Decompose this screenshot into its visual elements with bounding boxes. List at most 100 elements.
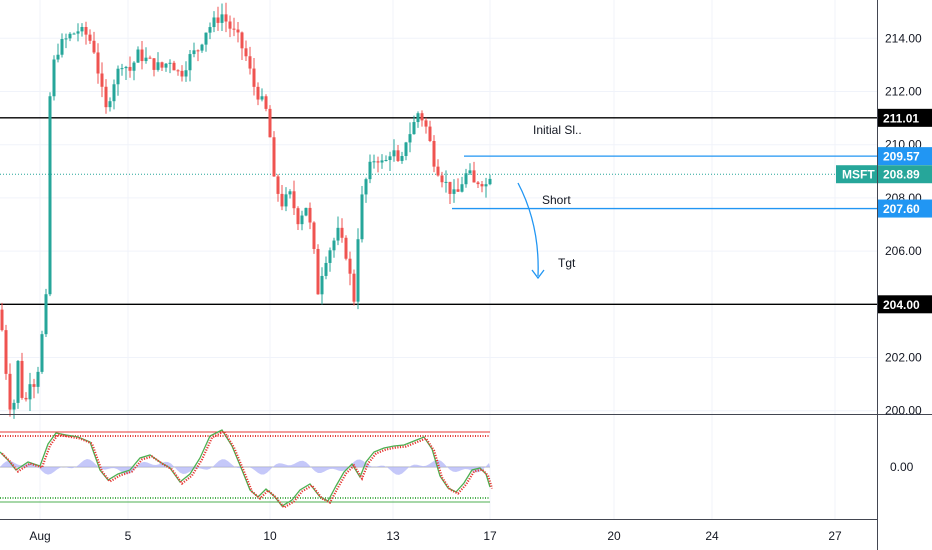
candle-body [328, 250, 332, 263]
candle-body [480, 184, 484, 187]
indicator-zero-label: 0.00 [890, 460, 914, 474]
badge-sl-bg [878, 147, 932, 166]
candle-body [24, 397, 28, 400]
candle-body [196, 50, 200, 52]
time-tick-label: 5 [125, 529, 132, 543]
candle-body [72, 33, 76, 35]
candle-body [236, 29, 240, 33]
candle-body [420, 113, 424, 121]
candle-body [200, 44, 204, 51]
short-label: Short [542, 193, 571, 207]
candle-body [424, 120, 428, 127]
candle-body [88, 34, 92, 41]
candle-body [372, 161, 376, 163]
candle-body [176, 70, 180, 72]
time-tick-label: Aug [29, 529, 50, 543]
candle-body [184, 70, 188, 77]
candle-body [104, 86, 108, 108]
candle-body [368, 161, 372, 180]
candle-body [36, 371, 40, 387]
candle-body [332, 240, 336, 251]
candle-body [100, 73, 104, 87]
candle-body [0, 309, 4, 331]
candle-body [396, 150, 400, 161]
time-tick-label: 27 [828, 529, 842, 543]
candle-body [460, 184, 464, 192]
candle-body [188, 54, 192, 71]
badge-204-bg [878, 295, 932, 314]
candle-body [436, 166, 440, 176]
candle-body [128, 66, 132, 71]
candle-body [248, 56, 252, 69]
candle-body [488, 178, 492, 185]
candle-body [260, 96, 264, 100]
candle-body [348, 258, 352, 274]
candle-body [136, 49, 140, 63]
candle-body [52, 59, 56, 97]
time-tick-label: 24 [705, 529, 719, 543]
candle-body [48, 96, 52, 295]
badge-211: 211.01 [883, 111, 919, 125]
candle-body [280, 193, 284, 207]
candle-body [356, 239, 360, 302]
candle-body [448, 181, 452, 194]
price-tick-label: 206.00 [885, 244, 922, 258]
candlestick-series [0, 2, 492, 419]
horizontal-levels [0, 117, 877, 305]
candle-body [124, 66, 128, 69]
candle-body [312, 222, 316, 249]
osc-k-line [0, 429, 491, 507]
candle-body [404, 142, 408, 157]
candle-body [44, 294, 48, 335]
candle-body [452, 189, 456, 194]
annotations: Initial Sl.. Short Tgt [533, 123, 582, 270]
candle-body [204, 32, 208, 45]
candle-body [244, 48, 248, 57]
candle-body [240, 32, 244, 49]
time-tick-label: 17 [483, 529, 497, 543]
candle-body [444, 181, 448, 183]
candle-body [464, 173, 468, 185]
candle-body [484, 184, 488, 187]
candle-body [208, 27, 212, 33]
trade-arrow [517, 182, 539, 277]
candle-body [264, 96, 268, 109]
price-tick-label: 212.00 [885, 85, 922, 99]
candle-body [16, 360, 20, 403]
badge-last-price-bg [878, 165, 932, 184]
oscillator-panel [0, 429, 494, 509]
candle-body [388, 156, 392, 161]
candle-body [172, 62, 176, 71]
candle-body [216, 17, 220, 23]
candle-body [340, 227, 344, 238]
candle-body [392, 150, 396, 157]
candle-body [156, 62, 160, 70]
candle-body [272, 137, 276, 177]
candle-body [308, 207, 312, 223]
candle-body [376, 161, 380, 163]
badge-last-price: 208.89 [883, 168, 920, 182]
candle-body [384, 160, 388, 162]
candle-body [252, 68, 256, 87]
badge-204: 204.00 [883, 298, 920, 312]
candle-body [84, 26, 88, 35]
grid-layer [0, 0, 877, 519]
candle-body [292, 191, 296, 209]
candle-body [40, 334, 44, 372]
osc-histogram [0, 459, 490, 475]
candle-body [224, 14, 228, 22]
candle-body [120, 68, 124, 70]
symbol-badge: MSFT [842, 168, 875, 182]
target-label: Tgt [558, 256, 576, 270]
candle-body [316, 248, 320, 295]
candle-body [468, 170, 472, 174]
candle-body [456, 189, 460, 192]
candle-body [232, 28, 236, 30]
candle-body [408, 134, 412, 143]
candle-body [288, 191, 292, 195]
candle-body [276, 176, 280, 194]
candle-body [284, 194, 288, 207]
candle-body [60, 39, 64, 55]
